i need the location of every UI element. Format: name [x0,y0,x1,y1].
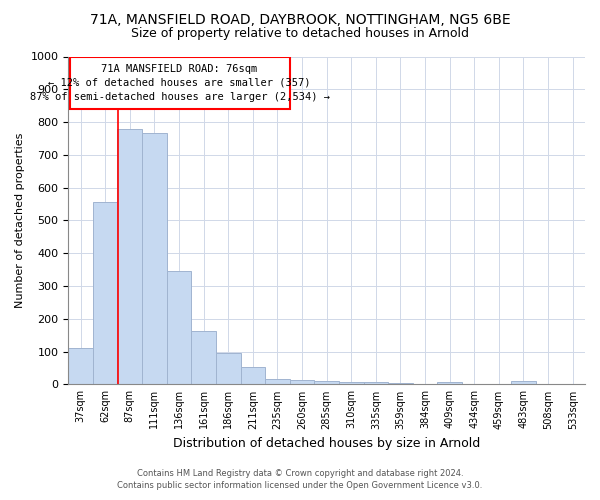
Bar [265,378,290,384]
Bar [142,133,167,384]
Bar [118,130,142,384]
Bar [388,383,413,384]
Text: Contains HM Land Registry data © Crown copyright and database right 2024.
Contai: Contains HM Land Registry data © Crown c… [118,468,482,490]
Bar [339,382,364,384]
Text: 71A MANSFIELD ROAD: 76sqm
← 12% of detached houses are smaller (357)
87% of semi: 71A MANSFIELD ROAD: 76sqm ← 12% of detac… [29,64,329,102]
Bar [216,352,241,384]
Bar [241,366,265,384]
Bar [314,381,339,384]
Bar [191,331,216,384]
Text: 71A, MANSFIELD ROAD, DAYBROOK, NOTTINGHAM, NG5 6BE: 71A, MANSFIELD ROAD, DAYBROOK, NOTTINGHA… [89,12,511,26]
Text: Size of property relative to detached houses in Arnold: Size of property relative to detached ho… [131,28,469,40]
Bar [68,348,93,384]
Bar [93,202,118,384]
Bar [364,382,388,384]
Bar [290,380,314,384]
Bar [437,382,462,384]
X-axis label: Distribution of detached houses by size in Arnold: Distribution of detached houses by size … [173,437,480,450]
Y-axis label: Number of detached properties: Number of detached properties [15,133,25,308]
Bar [167,272,191,384]
Bar [511,381,536,384]
Bar [70,56,290,109]
